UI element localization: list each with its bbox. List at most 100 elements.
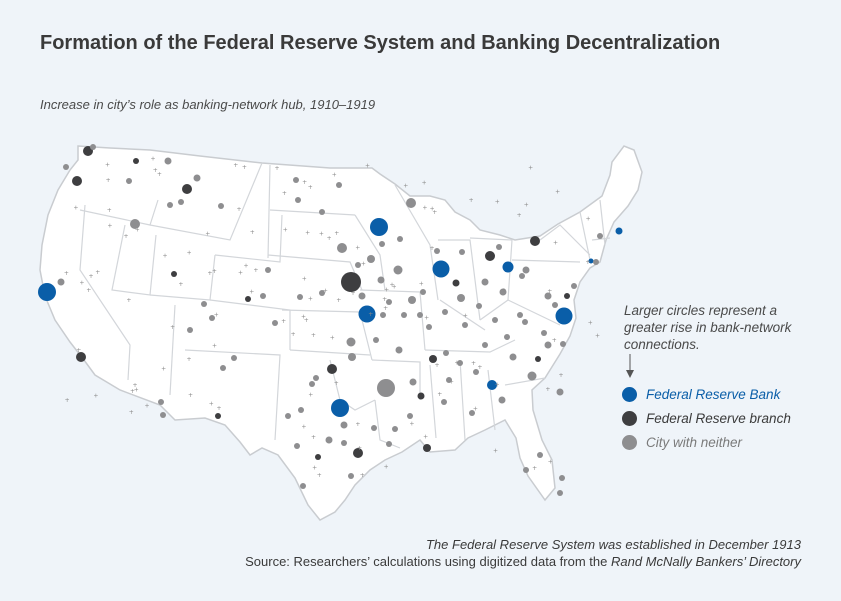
- city-marker: [408, 296, 416, 304]
- city-marker: [462, 322, 468, 328]
- small-city-marker: +: [548, 458, 553, 465]
- city-marker: [319, 209, 325, 215]
- city-marker: [397, 236, 403, 242]
- city-marker: [441, 399, 447, 405]
- city-marker: [377, 276, 385, 284]
- city-marker: [193, 174, 201, 182]
- fed-branch-marker: [423, 444, 431, 452]
- fed-bank-marker: [432, 260, 450, 278]
- small-city-marker: +: [422, 180, 427, 187]
- small-city-marker: +: [153, 167, 158, 174]
- city-marker: [571, 283, 577, 289]
- city-marker: [295, 197, 301, 203]
- city-marker: [556, 388, 564, 396]
- small-city-marker: +: [95, 269, 100, 276]
- small-city-marker: +: [302, 276, 307, 283]
- city-marker: [272, 320, 278, 326]
- small-city-marker: +: [424, 315, 429, 322]
- small-city-marker: +: [134, 387, 139, 394]
- small-city-marker: +: [454, 360, 459, 367]
- city-marker: [552, 302, 558, 308]
- small-city-marker: +: [355, 244, 360, 251]
- small-city-marker: +: [552, 337, 557, 344]
- city-marker: [527, 371, 537, 381]
- footer-note: The Federal Reserve System was establish…: [425, 537, 801, 552]
- small-city-marker: +: [216, 405, 221, 412]
- city-marker: [63, 164, 69, 170]
- fed-bank-marker: [502, 261, 514, 273]
- small-city-marker: +: [547, 288, 552, 295]
- small-city-marker: +: [383, 305, 388, 312]
- city-marker: [297, 294, 303, 300]
- fed-branch-marker: [452, 279, 460, 287]
- fed-branch-marker: [171, 271, 177, 277]
- small-city-marker: +: [595, 333, 600, 340]
- city-marker: [537, 452, 543, 458]
- small-city-marker: +: [73, 204, 78, 211]
- footer-source: Source: Researchers’ calculations using …: [245, 553, 801, 570]
- small-city-marker: +: [187, 250, 192, 257]
- note-arrow: [626, 354, 634, 378]
- fed-branch-marker: [530, 236, 540, 246]
- small-city-marker: +: [392, 284, 397, 291]
- city-marker: [457, 360, 463, 366]
- small-city-marker: +: [86, 287, 91, 294]
- city-marker: [386, 441, 392, 447]
- city-marker: [393, 265, 403, 275]
- small-city-marker: +: [301, 423, 306, 430]
- city-marker: [371, 425, 377, 431]
- small-city-marker: +: [437, 391, 442, 398]
- city-marker: [348, 473, 354, 479]
- city-marker: [178, 199, 184, 205]
- legend-label: Federal Reserve Bank: [646, 386, 781, 402]
- small-city-marker: +: [586, 216, 591, 223]
- city-marker: [358, 292, 366, 300]
- fed-branch-marker: [133, 158, 139, 164]
- city-marker: [160, 412, 166, 418]
- city-marker: [285, 413, 291, 419]
- small-city-marker: +: [301, 314, 306, 321]
- small-city-marker: +: [126, 297, 131, 304]
- city-marker: [519, 273, 525, 279]
- city-marker: [348, 353, 356, 361]
- small-city-marker: +: [302, 179, 307, 186]
- small-city-marker: +: [435, 362, 440, 369]
- city-marker: [492, 317, 498, 323]
- fed-branch-marker: [353, 448, 363, 458]
- small-city-marker: +: [233, 162, 238, 169]
- small-city-marker: +: [330, 334, 335, 341]
- small-city-marker: +: [312, 464, 317, 471]
- footer: The Federal Reserve System was establish…: [245, 536, 801, 570]
- small-city-marker: +: [178, 281, 183, 288]
- fed-branch-marker: [315, 454, 321, 460]
- small-city-marker: +: [495, 381, 500, 388]
- small-city-marker: +: [477, 364, 482, 371]
- city-marker: [218, 203, 224, 209]
- small-city-marker: +: [384, 286, 389, 293]
- small-city-marker: +: [585, 259, 590, 266]
- small-city-marker: +: [361, 261, 366, 268]
- small-city-marker: +: [368, 311, 373, 318]
- city-marker: [541, 330, 547, 336]
- small-city-marker: +: [432, 209, 437, 216]
- small-city-marker: +: [317, 472, 322, 479]
- small-city-marker: +: [357, 445, 362, 452]
- fed-bank-marker: [370, 218, 388, 236]
- city-marker: [341, 440, 347, 446]
- city-marker: [294, 443, 300, 449]
- city-marker: [319, 290, 325, 296]
- small-city-marker: +: [188, 392, 193, 399]
- legend-item-neither: City with neither: [622, 430, 791, 454]
- city-marker: [231, 355, 237, 361]
- small-city-marker: +: [449, 378, 454, 385]
- city-marker: [260, 293, 266, 299]
- small-city-marker: +: [308, 296, 313, 303]
- city-marker: [593, 259, 599, 265]
- small-city-marker: +: [323, 288, 328, 295]
- small-city-marker: +: [205, 231, 210, 238]
- city-marker: [544, 292, 552, 300]
- small-city-marker: +: [212, 342, 217, 349]
- city-marker: [499, 288, 507, 296]
- small-city-marker: +: [493, 448, 498, 455]
- small-city-marker: +: [422, 204, 427, 211]
